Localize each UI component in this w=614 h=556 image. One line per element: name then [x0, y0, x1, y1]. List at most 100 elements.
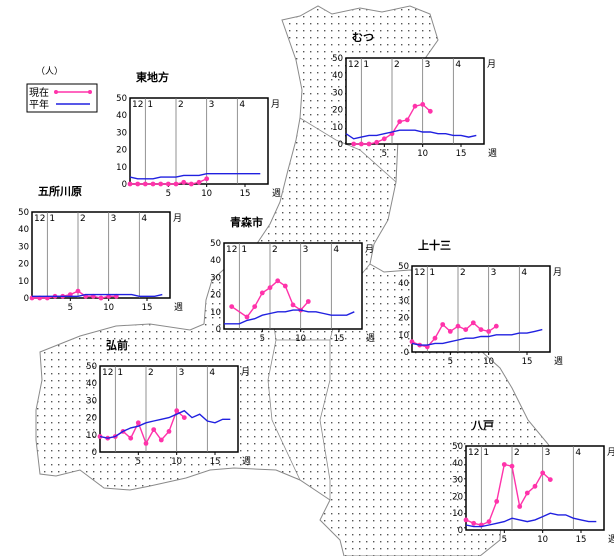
current-data-point — [188, 181, 194, 187]
week-unit: 週 — [554, 356, 563, 367]
current-data-point — [151, 427, 157, 432]
x-tick-label: 10 — [537, 535, 548, 545]
month-label: 3 — [303, 245, 309, 255]
current-data-point — [463, 517, 469, 523]
current-data-point — [305, 299, 311, 304]
x-tick-label: 10 — [295, 334, 306, 344]
y-tick-label: 40 — [116, 111, 127, 121]
y-tick-label: 30 — [452, 476, 463, 486]
current-data-point — [143, 441, 149, 446]
current-data-point — [470, 320, 476, 326]
y-tick-label: 50 — [398, 262, 409, 272]
y-tick-label: 10 — [86, 431, 97, 441]
current-data-point — [486, 519, 492, 524]
month-label: 2 — [460, 268, 466, 278]
month-label: 2 — [80, 214, 86, 224]
current-data-point — [532, 483, 538, 489]
month-label: 2 — [272, 245, 278, 255]
y-tick-label: 10 — [116, 163, 127, 173]
y-tick-label: 50 — [18, 208, 29, 218]
month-label: 4 — [239, 100, 245, 110]
y-tick-label: 30 — [86, 396, 97, 406]
current-data-point — [127, 181, 133, 187]
month-label: 3 — [545, 448, 551, 458]
month-unit: 月 — [365, 244, 374, 255]
current-data-point — [493, 323, 499, 329]
x-tick-label: 5 — [136, 457, 141, 467]
month-label: 1 — [483, 448, 489, 458]
y-tick-label: 20 — [332, 106, 343, 116]
chart-title: むつ — [352, 31, 374, 44]
current-data-point — [455, 323, 461, 329]
chart-title: 上十三 — [418, 238, 451, 252]
y-tick-label: 10 — [210, 308, 221, 318]
x-tick-label: 15 — [576, 535, 587, 545]
y-tick-label: 0 — [458, 526, 463, 536]
x-tick-label: 5 — [68, 303, 73, 313]
y-tick-label: 50 — [452, 442, 463, 452]
month-label: 12 — [348, 60, 359, 70]
x-tick-label: 5 — [260, 334, 265, 344]
chart-title: 弘前 — [106, 338, 128, 352]
chart-title: 青森市 — [230, 215, 263, 229]
y-tick-label: 30 — [332, 88, 343, 98]
y-tick-label: 0 — [92, 448, 97, 458]
y-tick-label: 20 — [18, 260, 29, 270]
x-tick-label: 10 — [201, 189, 212, 199]
month-label: 1 — [117, 368, 123, 378]
current-data-point — [478, 327, 484, 332]
current-data-point — [282, 283, 288, 289]
month-label: 12 — [414, 268, 425, 278]
current-data-point — [173, 181, 179, 187]
y-tick-label: 50 — [332, 54, 343, 64]
y-tick-label: 40 — [398, 279, 409, 289]
legend-current-label: 現在 — [29, 87, 49, 99]
x-tick-label: 5 — [502, 535, 507, 545]
current-data-point — [509, 463, 515, 469]
normal-series-line — [224, 309, 355, 325]
month-label: 4 — [575, 448, 581, 458]
current-data-point — [412, 103, 418, 109]
month-unit: 月 — [241, 367, 250, 378]
current-data-point — [98, 295, 104, 301]
month-label: 12 — [468, 448, 479, 458]
y-tick-label: 40 — [18, 225, 29, 235]
y-tick-label: 30 — [210, 273, 221, 283]
current-data-point — [540, 470, 546, 476]
current-data-point — [75, 288, 81, 294]
y-tick-label: 10 — [332, 123, 343, 133]
month-label: 4 — [141, 214, 147, 224]
x-tick-label: 15 — [456, 149, 467, 159]
month-label: 4 — [455, 60, 461, 70]
current-data-point — [432, 335, 438, 341]
month-label: 2 — [514, 448, 520, 458]
y-tick-label: 20 — [452, 492, 463, 502]
x-tick-label: 5 — [382, 149, 387, 159]
current-data-point — [181, 415, 187, 420]
month-label: 4 — [209, 368, 215, 378]
normal-series-line — [129, 172, 261, 180]
month-label: 12 — [132, 100, 143, 110]
month-label: 4 — [521, 268, 527, 278]
current-data-point — [463, 327, 469, 332]
current-data-point — [381, 136, 387, 142]
legend-unit: （人） — [36, 66, 63, 77]
map-district-boundaries — [231, 117, 397, 500]
current-data-point — [397, 119, 403, 124]
y-tick-label: 10 — [398, 331, 409, 341]
current-data-point — [196, 179, 202, 185]
y-tick-label: 20 — [86, 414, 97, 424]
current-data-point — [440, 322, 446, 327]
normal-series-line — [32, 293, 163, 297]
current-data-point — [128, 435, 134, 441]
y-tick-label: 20 — [116, 146, 127, 156]
current-data-point — [259, 290, 265, 296]
current-data-point — [181, 179, 187, 185]
chart-title: 東地方 — [136, 70, 169, 84]
